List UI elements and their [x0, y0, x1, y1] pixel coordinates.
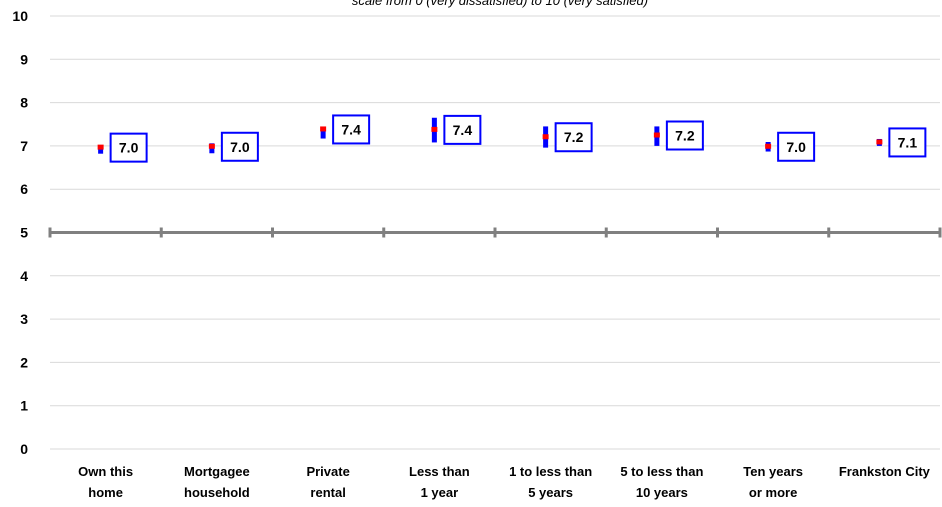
x-category-label: 5 to less than	[620, 464, 703, 479]
data-label-box	[665, 120, 704, 151]
data-label-box	[777, 131, 816, 162]
data-label-box	[109, 132, 148, 163]
x-category-label: Private	[306, 464, 349, 479]
y-tick-label: 3	[20, 311, 28, 327]
chart-subtitle: scale from 0 (very dissatisfied) to 10 (…	[352, 0, 648, 8]
x-category-label: Mortgagee	[184, 464, 250, 479]
x-category-label: 1 year	[421, 485, 459, 500]
data-label: 7.2	[675, 128, 695, 144]
data-label: 7.1	[898, 134, 918, 150]
confidence-interval	[320, 127, 326, 139]
data-label: 7.0	[230, 139, 250, 155]
mean-point	[97, 144, 104, 150]
x-category-label: Own this	[78, 464, 133, 479]
x-category-label: rental	[310, 485, 345, 500]
data-label-box	[443, 114, 482, 145]
x-category-label: 5 years	[528, 485, 573, 500]
reference-line	[48, 227, 942, 238]
mean-point	[876, 139, 883, 145]
data-label: 7.0	[786, 139, 806, 155]
data-label-box	[332, 114, 371, 145]
y-tick-label: 2	[20, 354, 28, 370]
data-label-box	[220, 131, 259, 162]
mean-point	[431, 126, 438, 132]
x-category-label: household	[184, 485, 250, 500]
x-axis-labels: Own this home Mortgagee household Private ren…	[78, 464, 930, 500]
data-marks: 7.0 7.0 7.4 7.4 7.2 7.2 7.0 7.1	[97, 114, 927, 163]
x-category-label: home	[88, 485, 123, 500]
data-label: 7.0	[119, 140, 139, 156]
y-tick-label: 10	[12, 8, 28, 24]
mean-point	[765, 143, 772, 149]
y-tick-label: 8	[20, 95, 28, 111]
data-label-box	[554, 122, 593, 153]
mean-point	[208, 143, 215, 149]
y-tick-label: 4	[20, 268, 28, 284]
y-tick-label: 5	[20, 225, 28, 241]
y-axis-ticks: 0 1 2 3 4 5 6 7 8 9 10	[12, 8, 28, 457]
y-tick-label: 6	[20, 181, 28, 197]
mean-point	[653, 132, 660, 138]
data-label: 7.2	[564, 129, 584, 145]
data-label: 7.4	[341, 121, 361, 137]
y-tick-label: 9	[20, 51, 28, 67]
mean-point	[542, 134, 549, 140]
x-category-label: Frankston City	[839, 464, 931, 479]
x-category-label: or more	[749, 485, 797, 500]
x-category-label: 10 years	[636, 485, 688, 500]
data-label-box	[888, 127, 927, 158]
y-tick-label: 7	[20, 138, 28, 154]
gridlines	[50, 15, 940, 450]
data-label: 7.4	[453, 122, 473, 138]
mean-point	[320, 126, 327, 132]
y-tick-label: 0	[20, 441, 28, 457]
x-category-label: Ten years	[743, 464, 803, 479]
y-tick-label: 1	[20, 398, 28, 414]
x-category-label: Less than	[409, 464, 470, 479]
x-category-label: 1 to less than	[509, 464, 592, 479]
